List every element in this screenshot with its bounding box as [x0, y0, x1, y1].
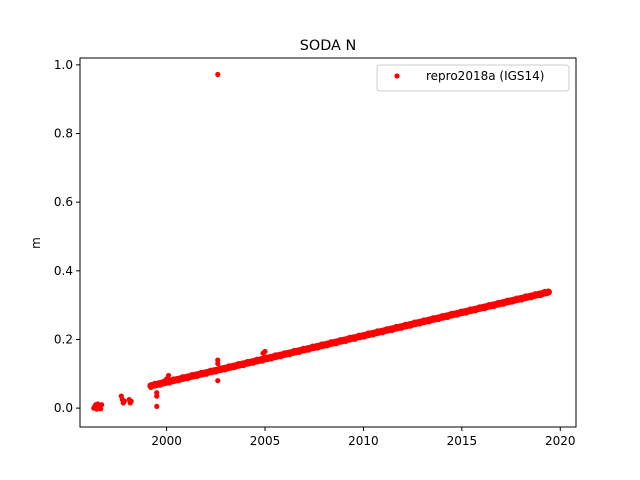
- y-tick-label: 1.0: [54, 58, 73, 72]
- x-tick-label: 2020: [545, 434, 576, 448]
- data-point: [99, 402, 105, 408]
- legend: repro2018a (IGS14): [376, 64, 570, 92]
- x-tick-label: 2000: [151, 434, 182, 448]
- legend-label: repro2018a (IGS14): [426, 69, 544, 83]
- x-tick-label: 2005: [250, 434, 281, 448]
- y-axis-ticks: 0.0 0.2 0.4 0.6 0.8 1.0: [54, 58, 80, 415]
- y-tick-label: 0.6: [54, 195, 73, 209]
- y-axis-label: m: [29, 237, 43, 249]
- data-point: [215, 378, 221, 384]
- x-tick-label: 2010: [348, 434, 379, 448]
- data-point: [215, 360, 221, 367]
- chart-title: SODA N: [300, 38, 356, 54]
- legend-box: [376, 64, 570, 92]
- legend-marker: [394, 73, 400, 79]
- data-point: [260, 350, 266, 356]
- data-point: [121, 398, 127, 404]
- data-point: [165, 372, 172, 379]
- data-point: [128, 398, 134, 404]
- y-tick-label: 0.2: [54, 332, 73, 346]
- y-tick-label: 0.8: [54, 127, 73, 141]
- x-axis-ticks: 2000 2005 2010 2015 2020: [151, 427, 576, 448]
- plot-frame: [79, 57, 577, 428]
- y-tick-label: 0.0: [54, 401, 73, 415]
- data-point: [98, 406, 104, 412]
- data-point: [215, 71, 221, 78]
- data-point: [545, 288, 552, 294]
- y-tick-label: 0.4: [54, 264, 73, 278]
- data-layer: [91, 71, 552, 412]
- data-point: [154, 393, 160, 399]
- data-point: [154, 403, 160, 410]
- x-tick-label: 2015: [447, 434, 478, 448]
